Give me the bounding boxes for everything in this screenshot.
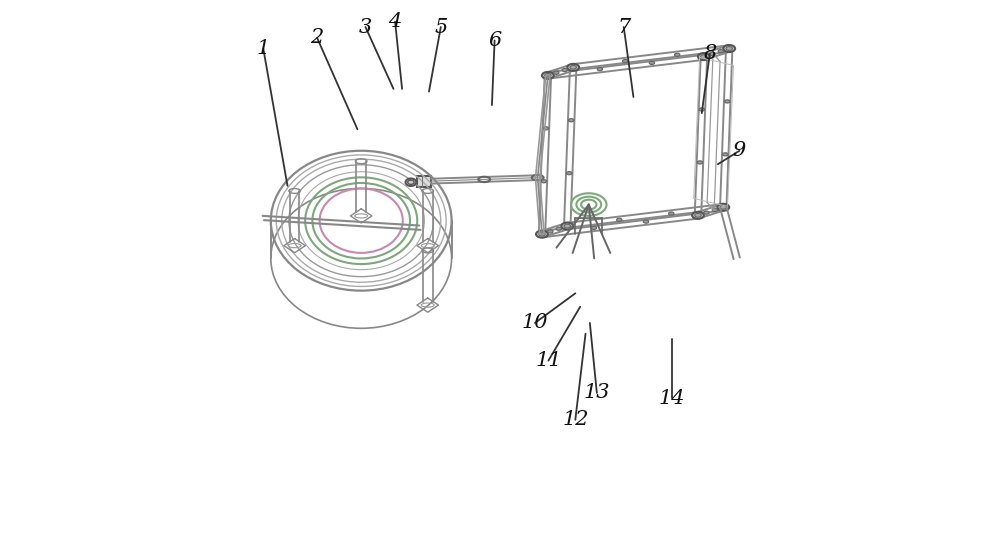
Text: 14: 14 — [659, 389, 685, 408]
Text: 1: 1 — [257, 39, 270, 58]
Ellipse shape — [695, 214, 701, 217]
Ellipse shape — [561, 222, 573, 229]
Ellipse shape — [699, 108, 705, 111]
Text: 2: 2 — [310, 28, 324, 47]
Ellipse shape — [622, 59, 628, 63]
Ellipse shape — [723, 45, 735, 52]
Ellipse shape — [697, 161, 703, 164]
FancyBboxPatch shape — [417, 176, 431, 187]
Ellipse shape — [545, 74, 551, 77]
Ellipse shape — [710, 52, 715, 55]
Text: 12: 12 — [562, 410, 589, 429]
Ellipse shape — [704, 211, 709, 214]
Text: 13: 13 — [584, 383, 610, 402]
Ellipse shape — [597, 68, 603, 71]
Ellipse shape — [692, 212, 704, 219]
Ellipse shape — [570, 65, 576, 69]
Ellipse shape — [548, 230, 553, 233]
Ellipse shape — [698, 53, 710, 60]
Ellipse shape — [539, 232, 545, 236]
Ellipse shape — [562, 69, 567, 72]
Text: 5: 5 — [434, 18, 447, 37]
Ellipse shape — [569, 119, 574, 122]
Ellipse shape — [723, 153, 728, 156]
Text: 11: 11 — [535, 351, 562, 370]
Ellipse shape — [591, 226, 597, 229]
Ellipse shape — [725, 100, 730, 103]
Ellipse shape — [701, 55, 707, 59]
Ellipse shape — [717, 204, 729, 211]
Ellipse shape — [617, 218, 622, 221]
Ellipse shape — [712, 208, 718, 211]
Ellipse shape — [543, 127, 549, 130]
Ellipse shape — [726, 47, 732, 51]
Text: 9: 9 — [733, 141, 746, 160]
Text: 4: 4 — [388, 12, 402, 31]
Ellipse shape — [643, 220, 649, 223]
Text: 3: 3 — [359, 18, 372, 37]
Ellipse shape — [564, 224, 570, 228]
Ellipse shape — [536, 231, 548, 238]
Ellipse shape — [669, 212, 674, 215]
Ellipse shape — [542, 72, 554, 79]
Ellipse shape — [674, 53, 680, 57]
Text: 8: 8 — [703, 44, 716, 64]
Ellipse shape — [649, 61, 655, 64]
Ellipse shape — [567, 171, 572, 175]
Text: 6: 6 — [488, 31, 501, 50]
Ellipse shape — [556, 227, 562, 231]
Text: 7: 7 — [617, 18, 630, 37]
Ellipse shape — [541, 180, 547, 183]
Ellipse shape — [567, 64, 579, 71]
Ellipse shape — [554, 71, 559, 74]
Ellipse shape — [718, 49, 723, 53]
Text: 10: 10 — [522, 313, 548, 333]
Ellipse shape — [720, 205, 727, 209]
Ellipse shape — [408, 180, 414, 184]
